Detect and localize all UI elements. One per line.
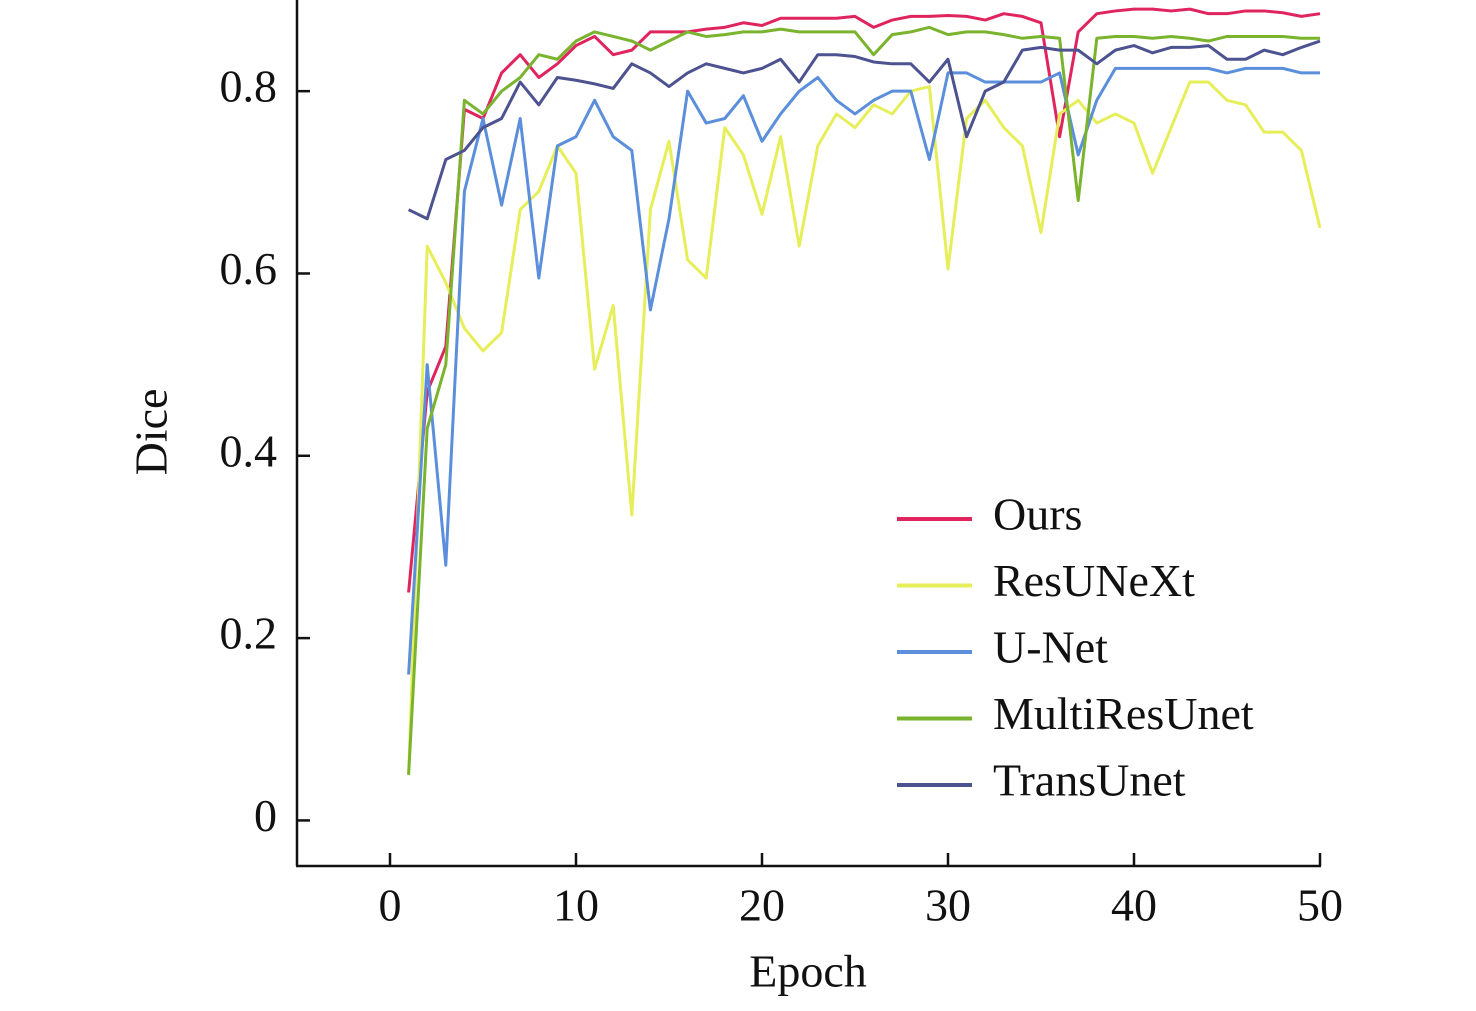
x-tick-label: 40	[1111, 880, 1157, 931]
legend-label: ResUNeXt	[993, 555, 1195, 606]
series-line	[407, 66, 1320, 675]
y-tick-label: 0.8	[220, 61, 278, 112]
x-tick-label: 10	[553, 880, 599, 931]
x-tick-label: 30	[925, 880, 971, 931]
x-tick-label: 0	[379, 880, 402, 931]
y-tick-label: 0.6	[220, 243, 278, 294]
x-tick-label: 50	[1297, 880, 1343, 931]
y-tick-label: 0.2	[220, 608, 278, 659]
legend-label: Ours	[993, 489, 1082, 540]
legend-label: U-Net	[993, 622, 1108, 673]
legend-label: TransUnet	[993, 755, 1186, 806]
series-line	[407, 39, 1321, 221]
x-tick-label: 20	[739, 880, 785, 931]
y-tick-label: 0.4	[220, 425, 278, 476]
series-line	[407, 25, 1320, 775]
series-line	[407, 80, 1322, 775]
x-axis-label: Epoch	[749, 946, 867, 997]
series-line	[407, 7, 1321, 593]
y-axis-label: Dice	[126, 389, 177, 476]
y-tick-label: 0	[254, 790, 277, 841]
legend-label: MultiResUnet	[993, 688, 1254, 739]
